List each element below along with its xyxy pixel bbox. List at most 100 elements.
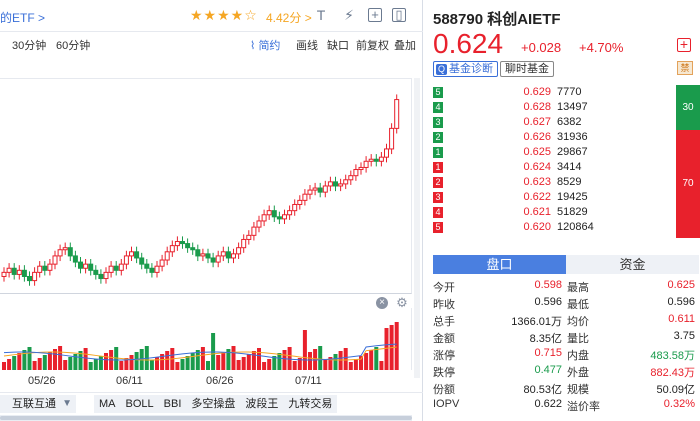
- close-icon[interactable]: ×: [376, 297, 388, 309]
- candle: [307, 189, 313, 195]
- volume-bar: [348, 362, 353, 370]
- kline-chart[interactable]: [0, 78, 412, 294]
- volume-bar: [185, 356, 190, 370]
- realtime-fund-button[interactable]: 聊时基金: [500, 61, 554, 77]
- ask-row[interactable]: 5 0.629 7770: [433, 85, 675, 100]
- volume-bar: [394, 322, 399, 370]
- volume-bar: [134, 352, 139, 370]
- tab-60min[interactable]: 60分钟: [56, 40, 91, 52]
- tab-zijin[interactable]: 资金: [566, 255, 699, 274]
- fund-diagnose-label: 基金诊断: [449, 63, 493, 75]
- candle: [129, 251, 134, 257]
- candle: [98, 273, 104, 280]
- level-price: 0.624: [523, 161, 551, 173]
- scrollbar-thumb[interactable]: [0, 416, 412, 420]
- bid-row[interactable]: 3 0.622 19425: [433, 190, 675, 205]
- volume-bar: [63, 360, 68, 370]
- stats-row: 跌停 0.477 外盘 882.43万: [433, 362, 700, 379]
- tab-ma[interactable]: MA: [99, 398, 116, 410]
- indicator-dropdown[interactable]: 互联互通 ▼: [0, 395, 76, 413]
- text-tool-icon[interactable]: T: [316, 7, 326, 23]
- candle: [118, 263, 124, 271]
- volume-controls: × ⚙: [376, 295, 408, 310]
- candle: [384, 148, 389, 158]
- gear-icon[interactable]: ⚙: [396, 295, 408, 310]
- volume-bar: [104, 353, 108, 370]
- volume-bar: [297, 358, 302, 370]
- adjust-button[interactable]: 前复权: [356, 40, 389, 52]
- volume-bar: [328, 357, 333, 370]
- add-watchlist-icon[interactable]: +: [677, 37, 691, 52]
- bid-row[interactable]: 2 0.623 8529: [433, 175, 675, 190]
- bid-row[interactable]: 4 0.621 51829: [433, 205, 675, 220]
- bid-row[interactable]: 5 0.620 120864: [433, 220, 675, 235]
- candle: [276, 216, 282, 220]
- volume-bar: [53, 349, 57, 370]
- fund-diagnose-button[interactable]: Q 基金诊断: [433, 61, 498, 77]
- candle: [11, 267, 17, 275]
- tab-boll[interactable]: BOLL: [125, 398, 154, 410]
- volume-bar: [221, 352, 226, 370]
- candle: [256, 220, 262, 228]
- level-index: 2: [433, 132, 443, 143]
- candle: [368, 158, 374, 162]
- volume-chart[interactable]: [0, 308, 412, 370]
- ask-row[interactable]: 2 0.626 31936: [433, 130, 675, 145]
- tab-bbi[interactable]: BBI: [163, 398, 182, 410]
- bid-row[interactable]: 1 0.624 3414: [433, 160, 675, 175]
- volume-bar: [37, 358, 42, 370]
- add-window-icon[interactable]: +: [368, 8, 382, 22]
- ban-icon: 禁: [677, 61, 693, 75]
- stat-label: 今开: [433, 282, 455, 294]
- candle: [62, 247, 68, 251]
- indicator-dropdown-label: 互联互通: [12, 398, 56, 410]
- volume-bar: [195, 350, 200, 370]
- vertical-scrollbar[interactable]: [414, 78, 420, 378]
- draw-line-button[interactable]: 画线: [296, 40, 318, 52]
- ask-row[interactable]: 1 0.625 29867: [433, 145, 675, 160]
- candle: [103, 271, 109, 280]
- tab-30min[interactable]: 30分钟: [12, 40, 47, 52]
- horizontal-scrollbar[interactable]: [0, 415, 412, 421]
- candle: [27, 275, 32, 282]
- volume-bar: [206, 361, 210, 370]
- stat-label: 总手: [433, 316, 455, 328]
- tab-jiuzhuan[interactable]: 九转交易: [288, 398, 333, 410]
- volume-bar: [364, 353, 369, 370]
- level-volume: 29867: [557, 146, 588, 158]
- level-volume: 19425: [557, 191, 588, 203]
- candle: [261, 214, 267, 222]
- level-index: 2: [433, 177, 443, 188]
- simple-mode-button[interactable]: ⌇ 简约: [250, 37, 280, 53]
- stats-row: 金额 8.35亿 量比 3.75: [433, 328, 700, 345]
- tab-pankou[interactable]: 盘口: [433, 255, 566, 274]
- volume-bar: [88, 362, 93, 370]
- rating-score[interactable]: 4.42分 >: [266, 9, 312, 26]
- volume-bar: [124, 358, 129, 370]
- stat-value: 1366.01万: [511, 316, 562, 328]
- candle: [67, 247, 73, 257]
- candle: [251, 226, 257, 236]
- fund-link[interactable]: 的ETF >: [0, 11, 46, 25]
- indicator-bar: 互联互通 ▼ MA BOLL BBI 多空操盘 波段王 九转交易: [0, 392, 423, 414]
- overlay-button[interactable]: 叠加: [394, 40, 416, 52]
- level-volume: 120864: [557, 221, 594, 233]
- lightning-icon[interactable]: ⚡: [344, 7, 354, 23]
- candle: [83, 263, 89, 269]
- tab-duokong[interactable]: 多空操盘: [191, 398, 236, 410]
- level-index: 3: [433, 117, 443, 128]
- candle: [353, 169, 359, 177]
- stat-value: 0.596: [667, 296, 695, 308]
- gap-button[interactable]: 缺口: [327, 40, 349, 52]
- level-volume: 13497: [557, 101, 588, 113]
- ask-row[interactable]: 4 0.628 13497: [433, 100, 675, 115]
- level-price: 0.628: [523, 101, 551, 113]
- stat-value: 3.75: [673, 330, 695, 342]
- x-tick-label: 05/26: [28, 375, 56, 387]
- tab-boduan[interactable]: 波段王: [245, 398, 279, 410]
- layout-icon[interactable]: ▯: [392, 8, 406, 22]
- volume-bar: [200, 347, 205, 370]
- ask-row[interactable]: 3 0.627 6382: [433, 115, 675, 130]
- stat-value: 80.53亿: [523, 384, 562, 396]
